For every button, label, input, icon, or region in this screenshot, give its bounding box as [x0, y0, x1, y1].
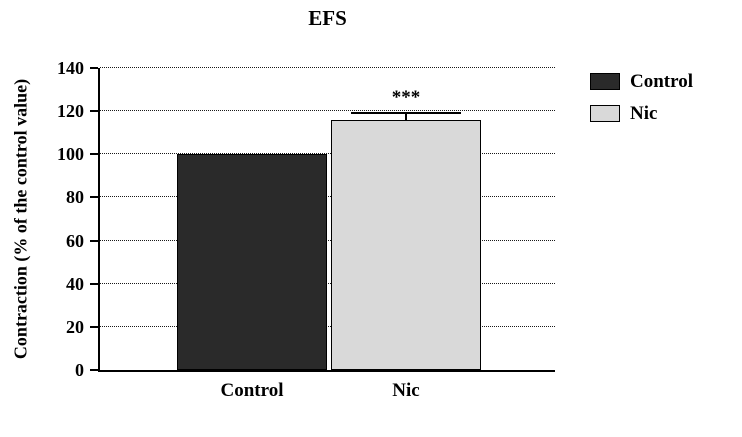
significance-label-nic: ***	[391, 87, 421, 109]
plot-area: 0 20 40 60 80 100 120 140 Control Nic ***	[57, 58, 555, 401]
gridline-20	[100, 325, 555, 327]
x-tick-label-nic: Nic	[392, 380, 420, 401]
y-axis-tick-0	[90, 369, 98, 371]
y-tick-label-0: 0	[75, 360, 84, 380]
y-tick-label-40: 40	[66, 273, 84, 294]
bar-control	[177, 154, 327, 370]
gridline-80	[100, 196, 555, 198]
y-axis-label: Contraction (% of the control value)	[10, 78, 31, 360]
error-bar-stem-nic	[405, 113, 407, 120]
y-axis-tick-60	[90, 239, 98, 242]
legend-swatch-nic	[590, 105, 620, 122]
y-tick-label-120: 120	[57, 101, 84, 122]
y-axis-tick-40	[90, 282, 98, 285]
y-tick-label-140: 140	[57, 58, 84, 78]
y-axis-tick-20	[90, 325, 98, 328]
y-tick-label-60: 60	[66, 230, 84, 251]
y-tick-label-80: 80	[66, 187, 84, 208]
legend-label-nic: Nic	[630, 103, 658, 124]
y-axis-tick-120	[90, 110, 98, 113]
gridline-100	[100, 153, 555, 155]
gridline-140	[100, 67, 555, 68]
y-tick-label-20: 20	[66, 316, 84, 337]
y-tick-label-100: 100	[57, 144, 84, 165]
y-axis-line	[98, 68, 100, 372]
chart-title: EFS	[308, 6, 347, 30]
x-tick-label-control: Control	[220, 380, 284, 401]
gridline-40	[100, 282, 555, 284]
legend-label-control: Control	[630, 71, 693, 92]
y-axis-tick-140	[90, 67, 98, 69]
legend-item-nic: Nic	[590, 104, 693, 123]
gridline-120	[100, 110, 555, 112]
bar-nic	[331, 119, 481, 370]
y-axis-tick-100	[90, 153, 98, 156]
y-axis-tick-80	[90, 196, 98, 199]
legend-item-control: Control	[590, 72, 693, 91]
legend-swatch-control	[590, 73, 620, 90]
x-axis-line	[98, 370, 555, 372]
legend: Control Nic	[590, 72, 693, 123]
gridline-60	[100, 239, 555, 241]
